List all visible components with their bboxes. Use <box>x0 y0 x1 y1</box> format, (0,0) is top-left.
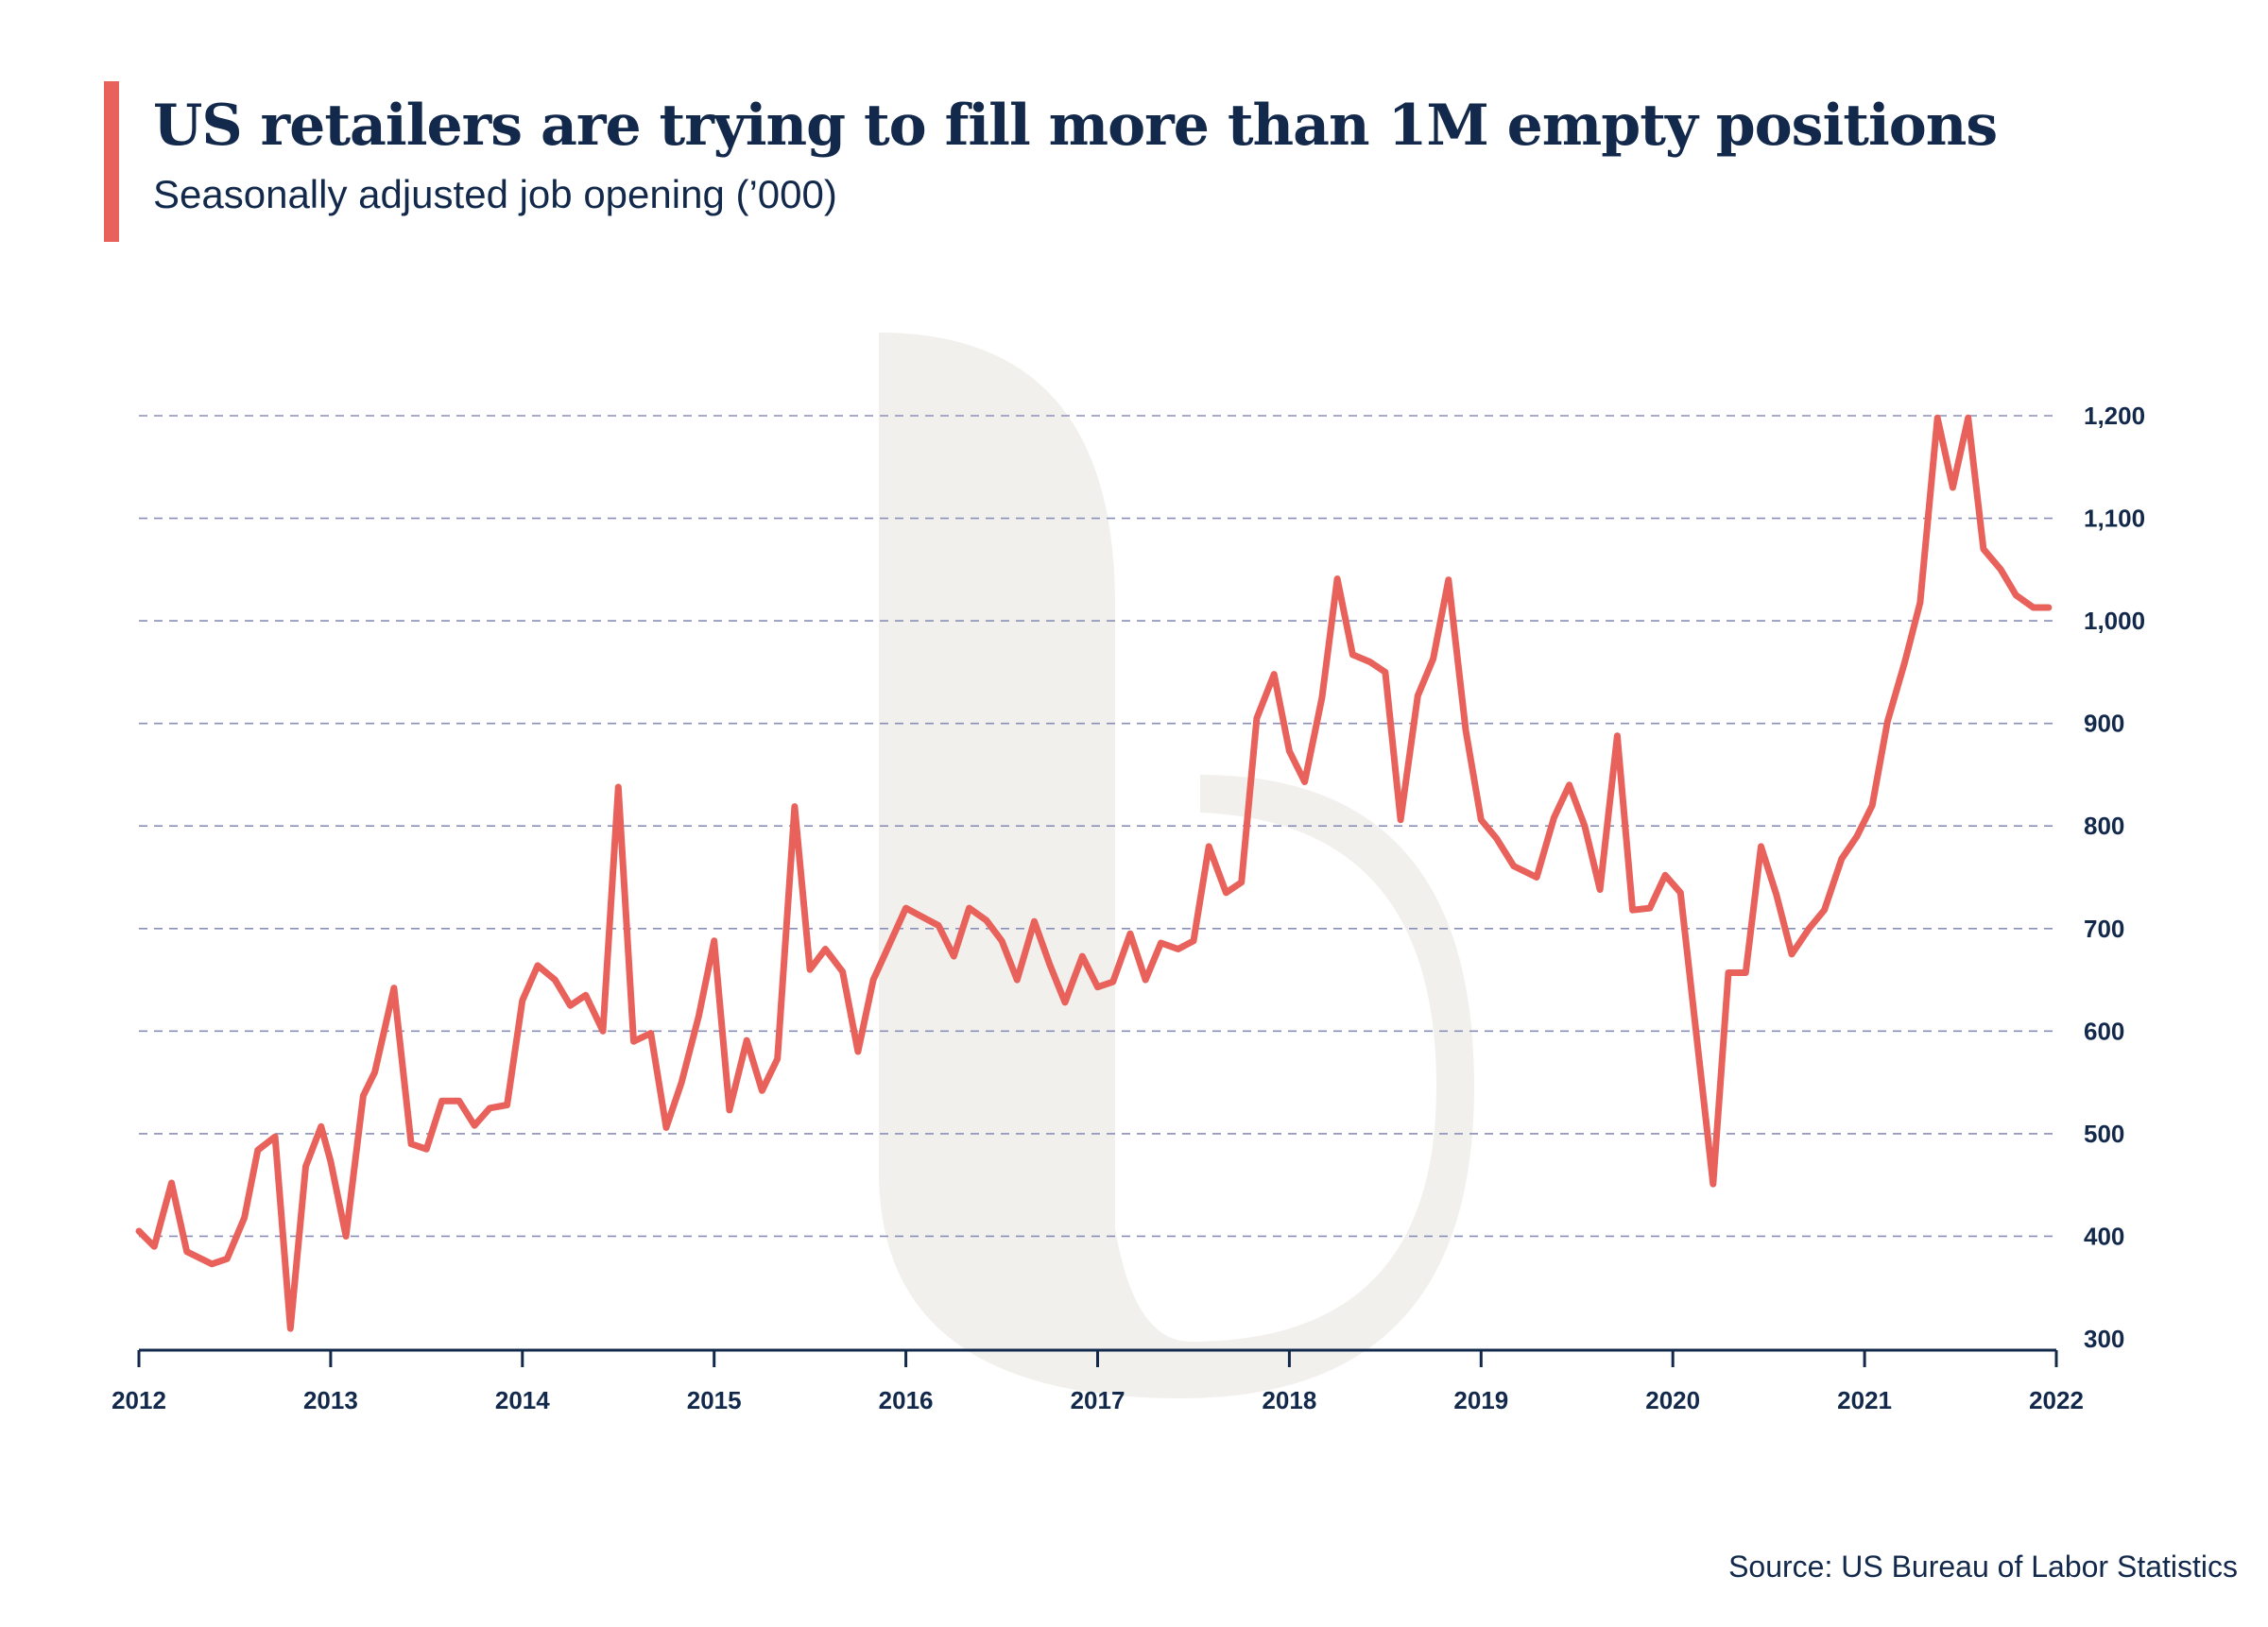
gridlines <box>139 415 2056 1238</box>
y-tick-label: 600 <box>2084 1017 2124 1045</box>
y-tick-label: 500 <box>2084 1120 2124 1148</box>
y-tick-label: 400 <box>2084 1222 2124 1250</box>
y-tick-label: 900 <box>2084 710 2124 738</box>
x-tick-label: 2020 <box>1645 1386 1700 1414</box>
y-tick-label: 1,100 <box>2084 505 2145 533</box>
watermark-logo <box>765 333 1474 1398</box>
x-tick-label: 2015 <box>687 1386 742 1414</box>
series-group <box>135 414 2053 1332</box>
series-line <box>135 414 2053 1332</box>
x-axis-labels: 2012 2013 2014 2015 2016 2017 2018 2019 2020 2021… <box>112 1386 2084 1414</box>
y-tick-label: 1,200 <box>2084 402 2145 430</box>
chart-title: US retailers are trying to fill more tha… <box>153 93 1998 159</box>
x-axis <box>137 1348 2058 1367</box>
x-tick-label: 2017 <box>1071 1386 1125 1414</box>
title-accent-bar <box>104 81 119 242</box>
y-tick-label: 1,000 <box>2084 607 2145 635</box>
x-tick-label: 2013 <box>303 1386 358 1414</box>
x-tick-label: 2016 <box>879 1386 934 1414</box>
y-tick-label: 300 <box>2084 1325 2124 1353</box>
x-tick-label: 2012 <box>112 1386 166 1414</box>
x-tick-label: 2018 <box>1262 1386 1316 1414</box>
x-tick-label: 2014 <box>495 1386 550 1414</box>
x-tick-label: 2021 <box>1837 1386 1892 1414</box>
y-tick-label: 800 <box>2084 812 2124 840</box>
x-tick-label: 2019 <box>1453 1386 1508 1414</box>
y-tick-label: 700 <box>2084 915 2124 943</box>
y-axis-labels: 300 400 500 600 700 800 900 1,000 1,100 1,200 <box>2084 402 2145 1353</box>
x-tick-label: 2022 <box>2029 1386 2084 1414</box>
watermark-shape <box>765 333 1474 1398</box>
chart-subtitle: Seasonally adjusted job opening (’000) <box>153 172 837 216</box>
source-note: Source: US Bureau of Labor Statistics <box>1728 1550 2238 1584</box>
